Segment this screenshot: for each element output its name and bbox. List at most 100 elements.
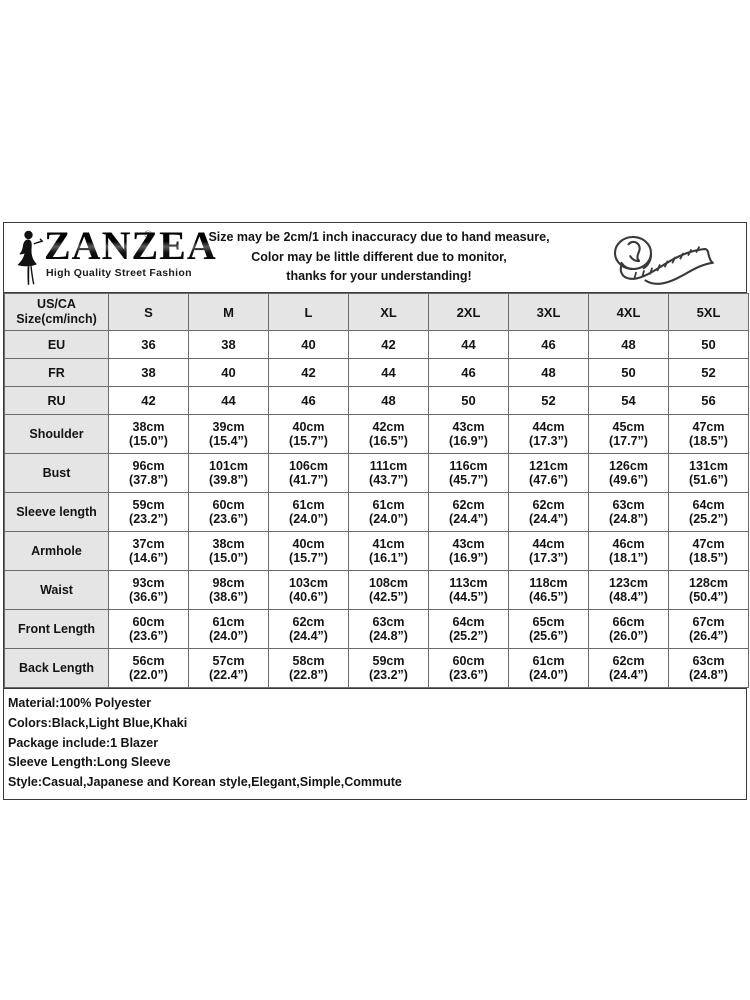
cell-sleeve-length-m: 60cm (23.6”) (188, 492, 269, 532)
value-inch: (23.2”) (129, 512, 168, 526)
value-inch: (49.6”) (609, 473, 648, 487)
value-inch: (42.5”) (369, 590, 408, 604)
cell-eu-s: 36 (108, 330, 189, 359)
cell-bust-l: 106cm (41.7”) (268, 453, 349, 493)
value-cm: 63cm (692, 654, 725, 668)
value-inch: (23.6”) (449, 668, 488, 682)
value-inch: (37.8”) (129, 473, 168, 487)
value-cm: 126cm (609, 459, 648, 473)
size-header-m: M (188, 293, 269, 331)
value-cm: 118cm (529, 576, 568, 590)
value-cm: 62cm (532, 498, 565, 512)
cell-eu-l: 40 (268, 330, 349, 359)
value-inch: (14.6”) (129, 551, 168, 565)
value-inch: (22.4”) (209, 668, 248, 682)
cell-front-length-m: 61cm (24.0”) (188, 609, 269, 649)
size-header-s: S (108, 293, 189, 331)
value-cm: 61cm (372, 498, 405, 512)
product-notes: Material:100% Polyester Colors:Black,Lig… (4, 688, 746, 799)
value-cm: 57cm (212, 654, 245, 668)
value-inch: (16.1”) (369, 551, 408, 565)
table-row: Bust 96cm (37.8”) 101cm (39.8”) 106cm (41.7”) 1… (4, 453, 749, 493)
row-label-sleeve-length: Sleeve length (4, 492, 109, 532)
table-row: FR 38 40 42 44 46 48 50 52 (4, 358, 749, 387)
value-cm: 40cm (292, 420, 325, 434)
cell-back-length-5xl: 63cm (24.8”) (668, 648, 749, 688)
cell-ru-4xl: 54 (588, 386, 669, 415)
cell-front-length-l: 62cm (24.4”) (268, 609, 349, 649)
value-inch: (26.4”) (689, 629, 728, 643)
value-inch: (47.6”) (529, 473, 568, 487)
value-cm: 41cm (372, 537, 405, 551)
value-cm: 121cm (529, 459, 568, 473)
cell-shoulder-s: 38cm (15.0”) (108, 414, 189, 454)
note-material: Material:100% Polyester (8, 696, 152, 710)
value-inch: (41.7”) (289, 473, 328, 487)
value-inch: (24.8”) (369, 629, 408, 643)
value-cm: 116cm (449, 459, 488, 473)
cell-bust-3xl: 121cm (47.6”) (508, 453, 589, 493)
cell-fr-2xl: 46 (428, 358, 509, 387)
value-inch: (22.8”) (289, 668, 328, 682)
cell-ru-s: 42 (108, 386, 189, 415)
value-cm: 37cm (132, 537, 165, 551)
cell-sleeve-length-4xl: 63cm (24.8”) (588, 492, 669, 532)
value-inch: (24.0”) (369, 512, 408, 526)
value-cm: 113cm (449, 576, 488, 590)
value-cm: 60cm (452, 654, 485, 668)
cell-ru-2xl: 50 (428, 386, 509, 415)
value-cm: 44cm (532, 537, 565, 551)
value-inch: (46.5”) (529, 590, 568, 604)
value-cm: 64cm (452, 615, 485, 629)
value-cm: 61cm (292, 498, 325, 512)
size-header-5xl: 5XL (668, 293, 749, 331)
measurement-notice: Size may be 2cm/1 inch inaccuracy due to… (172, 228, 586, 286)
registered-mark: ® (144, 229, 153, 241)
tape-illustration (586, 223, 746, 292)
value-inch: (48.4”) (609, 590, 648, 604)
value-cm: 66cm (612, 615, 645, 629)
size-table: US/CA Size(cm/inch) S M L XL 2XL 3XL 4XL 5XL EU 36 3… (4, 293, 749, 688)
cell-eu-2xl: 44 (428, 330, 509, 359)
cell-ru-l: 46 (268, 386, 349, 415)
notice-line-1: Size may be 2cm/1 inch inaccuracy due to… (208, 230, 550, 245)
value-cm: 65cm (532, 615, 565, 629)
value-inch: (51.6”) (689, 473, 728, 487)
value-inch: (18.5”) (689, 551, 728, 565)
table-row: RU 42 44 46 48 50 52 54 56 (4, 386, 749, 415)
value-cm: 58cm (292, 654, 325, 668)
value-inch: (24.8”) (609, 512, 648, 526)
cell-eu-xl: 42 (348, 330, 429, 359)
table-row: Armhole 37cm (14.6”) 38cm (15.0”) 40cm (15.7”)… (4, 531, 749, 571)
corner-label-line-1: US/CA (37, 297, 76, 311)
value-inch: (24.4”) (449, 512, 488, 526)
cell-front-length-2xl: 64cm (25.2”) (428, 609, 509, 649)
cell-waist-l: 103cm (40.6”) (268, 570, 349, 610)
cell-bust-m: 101cm (39.8”) (188, 453, 269, 493)
cell-armhole-3xl: 44cm (17.3”) (508, 531, 589, 571)
cell-eu-4xl: 48 (588, 330, 669, 359)
value-inch: (24.0”) (289, 512, 328, 526)
cell-armhole-l: 40cm (15.7”) (268, 531, 349, 571)
cell-shoulder-m: 39cm (15.4”) (188, 414, 269, 454)
value-inch: (39.8”) (209, 473, 248, 487)
value-cm: 61cm (532, 654, 565, 668)
cell-bust-5xl: 131cm (51.6”) (668, 453, 749, 493)
cell-sleeve-length-2xl: 62cm (24.4”) (428, 492, 509, 532)
cell-front-length-3xl: 65cm (25.6”) (508, 609, 589, 649)
value-cm: 45cm (612, 420, 645, 434)
value-cm: 62cm (452, 498, 485, 512)
value-inch: (24.8”) (689, 668, 728, 682)
row-label-bust: Bust (4, 453, 109, 493)
value-inch: (43.7”) (369, 473, 408, 487)
cell-eu-5xl: 50 (668, 330, 749, 359)
table-row: EU 36 38 40 42 44 46 48 50 (4, 330, 749, 359)
value-cm: 98cm (212, 576, 245, 590)
value-cm: 40cm (292, 537, 325, 551)
size-chart-card: ZANZEA ® High Quality Street Fashion Siz… (3, 222, 749, 800)
cell-waist-2xl: 113cm (44.5”) (428, 570, 509, 610)
value-cm: 38cm (212, 537, 245, 551)
value-inch: (17.7”) (609, 434, 648, 448)
value-inch: (25.2”) (689, 512, 728, 526)
value-cm: 103cm (289, 576, 328, 590)
